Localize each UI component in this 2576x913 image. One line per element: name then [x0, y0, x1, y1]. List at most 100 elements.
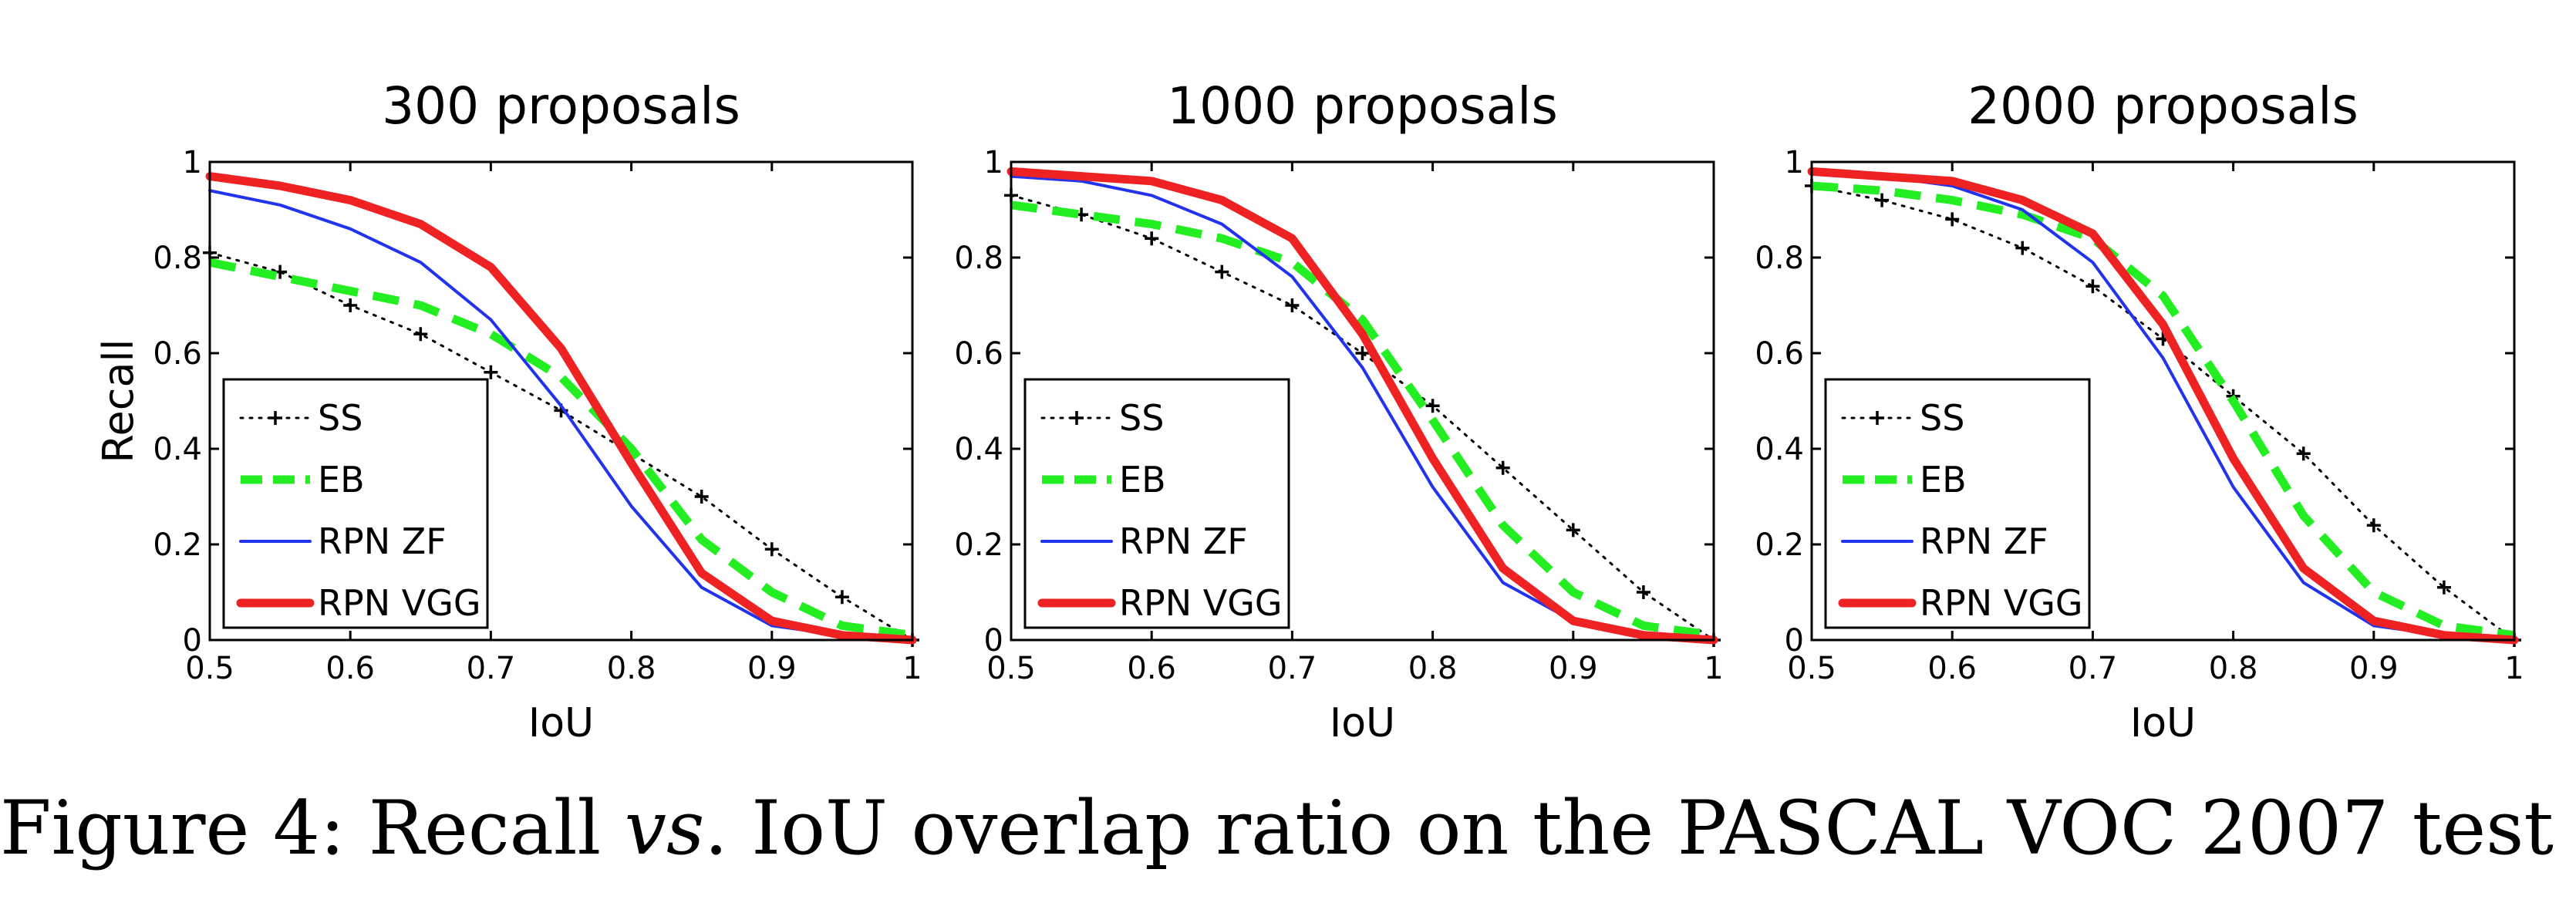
y-tick-label: 0.2 [153, 527, 202, 563]
x-tick-label: 1 [1704, 651, 1723, 686]
series-marker-ss [2436, 580, 2451, 595]
series-marker-ss [1636, 585, 1650, 599]
y-tick-label: 0.8 [1755, 241, 1804, 276]
x-tick-label: 0.7 [467, 651, 516, 686]
caption-text-after: . IoU overlap ratio on the PASCAL VOC 20… [704, 785, 2576, 871]
legend-label-rpn-vgg: RPN VGG [1119, 582, 1283, 624]
legend-label-eb: EB [318, 459, 365, 500]
x-tick-label: 1 [2504, 651, 2524, 686]
legend-label-eb: EB [1920, 459, 1967, 500]
chart-legend: SS EB RPN ZF RPN VGG [222, 378, 489, 629]
legend-box [222, 378, 489, 629]
x-tick-label: 0.6 [325, 651, 375, 686]
series-marker-ss [1355, 346, 1370, 360]
legend-label-rpn-zf: RPN ZF [1920, 521, 2048, 562]
y-tick-label: 1 [984, 145, 1003, 180]
legend-marker-ss [1070, 411, 1084, 425]
y-tick-label: 0 [984, 623, 1003, 659]
series-marker-ss [1495, 460, 1510, 475]
chart-legend: SS EB RPN ZF RPN VGG [1824, 378, 2091, 629]
y-tick-label: 0.4 [954, 432, 1003, 467]
y-tick-label: 0.6 [153, 336, 202, 372]
plot-frame [208, 160, 914, 642]
x-tick-label: 0.8 [1408, 651, 1458, 686]
x-axis-label: IoU [1330, 700, 1395, 746]
legend-label-rpn-zf: RPN ZF [318, 521, 447, 562]
x-tick-label: 0.7 [2069, 651, 2118, 686]
series-marker-ss [835, 590, 849, 605]
x-tick-label: 0.6 [1927, 651, 1977, 686]
series-marker-ss [1215, 264, 1229, 279]
x-tick-label: 0.9 [2349, 651, 2399, 686]
x-axis-label: IoU [2130, 700, 2196, 746]
chart-panel-3: 2000 proposals 0.5 0.6 0.7 0.8 0.9 1 0 0.2 0.4 0.6… [1755, 76, 2524, 746]
series-marker-ss [764, 542, 779, 557]
x-tick-label: 0.7 [1268, 651, 1317, 686]
series-marker-ss [1875, 193, 1890, 207]
plot-frame [1810, 160, 2516, 642]
series-marker-ss [694, 490, 709, 504]
legend-marker-ss [268, 411, 282, 425]
chart-panel-2: 1000 proposals 0.5 0.6 0.7 0.8 0.9 1 0 0.2 0.4 0.6… [954, 76, 1723, 746]
x-axis-label: IoU [528, 700, 594, 746]
legend-label-rpn-zf: RPN ZF [1119, 521, 1248, 562]
series-marker-ss [343, 298, 358, 312]
series-marker-ss [1285, 298, 1300, 312]
x-tick-label: 1 [902, 651, 922, 686]
x-tick-label: 0.8 [2209, 651, 2258, 686]
y-tick-label: 0.4 [1755, 432, 1804, 467]
chart-panel-1: 300 proposals 0.5 0.6 0.7 0.8 0.9 1 0 0.2 0.4 0.6 0… [94, 76, 922, 746]
x-tick-label: 0.9 [747, 651, 797, 686]
y-tick-label: 0.8 [954, 241, 1003, 276]
series-line-rpn-vgg [1006, 167, 1718, 645]
legend-label-ss: SS [1119, 397, 1164, 439]
caption-figure-label: Figure 4: [0, 785, 346, 871]
chart-title: 2000 proposals [1967, 76, 2359, 136]
x-tick-label: 0.6 [1127, 651, 1176, 686]
y-tick-label: 0.8 [153, 241, 202, 276]
y-tick-label: 0.2 [1755, 527, 1804, 563]
plot-frame [1010, 160, 1715, 642]
series-marker-ss [1566, 523, 1580, 537]
legend-box [1824, 378, 2091, 629]
series-line-rpn-vgg [1807, 167, 2519, 645]
series-line-eb [1811, 181, 2515, 640]
y-tick-label: 1 [1785, 145, 1804, 180]
y-tick-label: 0 [1785, 623, 1804, 659]
x-tick-label: 0.5 [1787, 651, 1836, 686]
x-tick-label: 0.8 [607, 651, 656, 686]
series-line-ss [208, 251, 914, 642]
series-marker-ss [1425, 399, 1440, 413]
chart-title: 300 proposals [382, 76, 740, 136]
y-tick-label: 0.6 [1755, 336, 1804, 372]
x-tick-label: 0.5 [986, 651, 1036, 686]
series-marker-ss [2296, 446, 2311, 461]
legend-box [1023, 378, 1290, 629]
series-marker-ss [2366, 518, 2381, 533]
legend-label-ss: SS [318, 397, 362, 439]
y-tick-label: 0.6 [954, 336, 1003, 372]
y-tick-label: 0.2 [954, 527, 1003, 563]
y-tick-label: 0 [183, 623, 202, 659]
x-tick-label: 0.5 [185, 651, 234, 686]
legend-label-rpn-vgg: RPN VGG [318, 582, 481, 624]
series-marker-ss [484, 365, 498, 379]
y-axis-label: Recall [94, 339, 143, 463]
legend-label-eb: EB [1119, 459, 1166, 500]
series-marker-ss [1945, 212, 1960, 227]
legend-marker-ss [1870, 411, 1884, 425]
y-tick-label: 0.4 [153, 432, 202, 467]
series-line-eb [1010, 200, 1715, 640]
chart-title: 1000 proposals [1167, 76, 1558, 136]
chart-legend: SS EB RPN ZF RPN VGG [1023, 378, 1290, 629]
series-marker-ss [1145, 231, 1159, 246]
series-marker-ss [413, 327, 428, 342]
series-marker-ss [2085, 279, 2100, 294]
caption-text-before: Recall [368, 785, 602, 871]
caption-italic: vs [624, 785, 705, 871]
legend-label-ss: SS [1920, 397, 1964, 439]
figure-caption: Figure 4: Recall vs. IoU overlap ratio o… [0, 785, 2576, 871]
series-marker-ss [2015, 241, 2030, 255]
series-line-rpn-vgg [205, 172, 917, 645]
legend-label-rpn-vgg: RPN VGG [1920, 582, 2083, 624]
